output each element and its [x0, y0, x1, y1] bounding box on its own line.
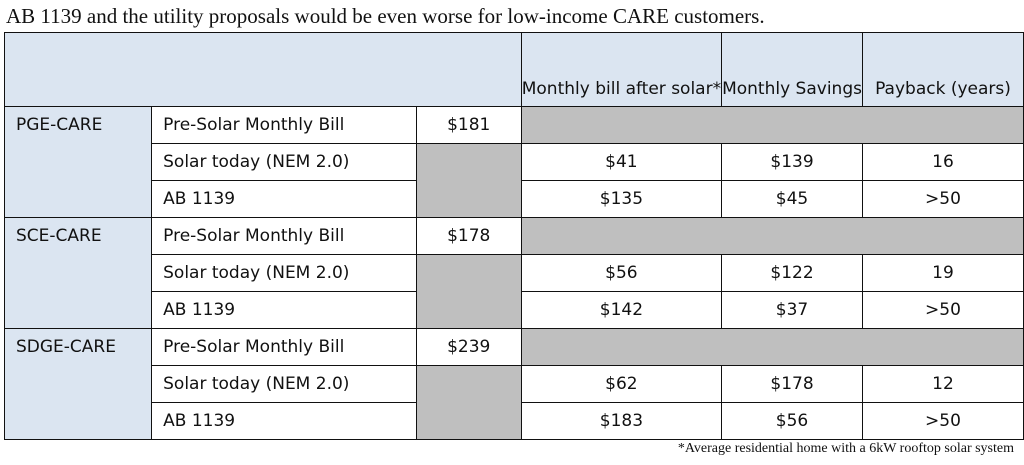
payback-value: >50	[861, 180, 1024, 218]
scenario-label: Solar today (NEM 2.0)	[151, 254, 417, 292]
page-caption: AB 1139 and the utility proposals would …	[6, 4, 765, 28]
table-row: AB 1139 $142 $37 >50	[5, 291, 1024, 329]
bill-after-value: $56	[520, 254, 723, 292]
bill-after-value: $183	[520, 402, 723, 440]
bill-after-value: $62	[520, 365, 723, 403]
payback-value: >50	[861, 402, 1024, 440]
table-row: SDGE-CARE Pre-Solar Monthly Bill $239	[3, 328, 1024, 440]
gray-spacer	[415, 254, 522, 329]
table-header-row: Monthly bill after solar* Monthly Saving…	[4, 32, 1024, 107]
table-row: Solar today (NEM 2.0) $41 $139 16	[5, 143, 1024, 218]
header-payback: Payback (years)	[861, 32, 1024, 107]
savings-value: $122	[721, 254, 863, 292]
payback-value: 12	[861, 365, 1024, 403]
pre-solar-bill: $239	[415, 328, 522, 366]
bill-after-value: $142	[520, 291, 723, 329]
scenario-label: Solar today (NEM 2.0)	[151, 143, 417, 181]
utility-label: PGE-CARE	[3, 106, 153, 218]
table-row: AB 1139 $135 $45 >50	[5, 180, 1024, 218]
footnote: *Average residential home with a 6kW roo…	[677, 441, 1014, 456]
gray-spacer	[520, 328, 1024, 366]
savings-value: $139	[721, 143, 863, 181]
pre-solar-label: Pre-Solar Monthly Bill	[151, 328, 417, 366]
gray-spacer	[520, 217, 1024, 255]
savings-value: $37	[721, 291, 863, 329]
savings-value: $45	[721, 180, 863, 218]
payback-value: 19	[861, 254, 1024, 292]
header-savings: Monthly Savings	[721, 32, 863, 107]
scenario-label: AB 1139	[151, 180, 417, 218]
pre-solar-bill: $178	[415, 217, 522, 255]
table-row: SCE-CARE Pre-Solar Monthly Bill $178	[3, 217, 1024, 329]
savings-value: $56	[721, 402, 863, 440]
pre-solar-label: Pre-Solar Monthly Bill	[151, 106, 417, 144]
table-row: PGE-CARE Pre-Solar Monthly Bill $181	[3, 106, 1024, 218]
table-row: Solar today (NEM 2.0) $56 $122 19	[5, 254, 1024, 329]
utility-label: SCE-CARE	[3, 217, 153, 329]
table-row: AB 1139 $183 $56 >50	[5, 402, 1024, 440]
pre-solar-label: Pre-Solar Monthly Bill	[151, 217, 417, 255]
pre-solar-bill: $181	[415, 106, 522, 144]
bill-after-value: $135	[520, 180, 723, 218]
table-row: Solar today (NEM 2.0) $62 $178 12	[5, 365, 1024, 440]
gray-spacer	[415, 143, 522, 218]
header-blank-cell	[4, 32, 522, 107]
header-bill-after: Monthly bill after solar*	[520, 32, 723, 107]
bill-after-value: $41	[520, 143, 723, 181]
gray-spacer	[520, 106, 1024, 144]
utility-label: SDGE-CARE	[3, 328, 153, 440]
solar-payback-table: Monthly bill after solar* Monthly Saving…	[3, 32, 1024, 440]
scenario-label: AB 1139	[151, 291, 417, 329]
scenario-label: AB 1139	[151, 402, 417, 440]
scenario-label: Solar today (NEM 2.0)	[151, 365, 417, 403]
savings-value: $178	[721, 365, 863, 403]
payback-value: 16	[861, 143, 1024, 181]
payback-value: >50	[861, 291, 1024, 329]
gray-spacer	[415, 365, 522, 440]
